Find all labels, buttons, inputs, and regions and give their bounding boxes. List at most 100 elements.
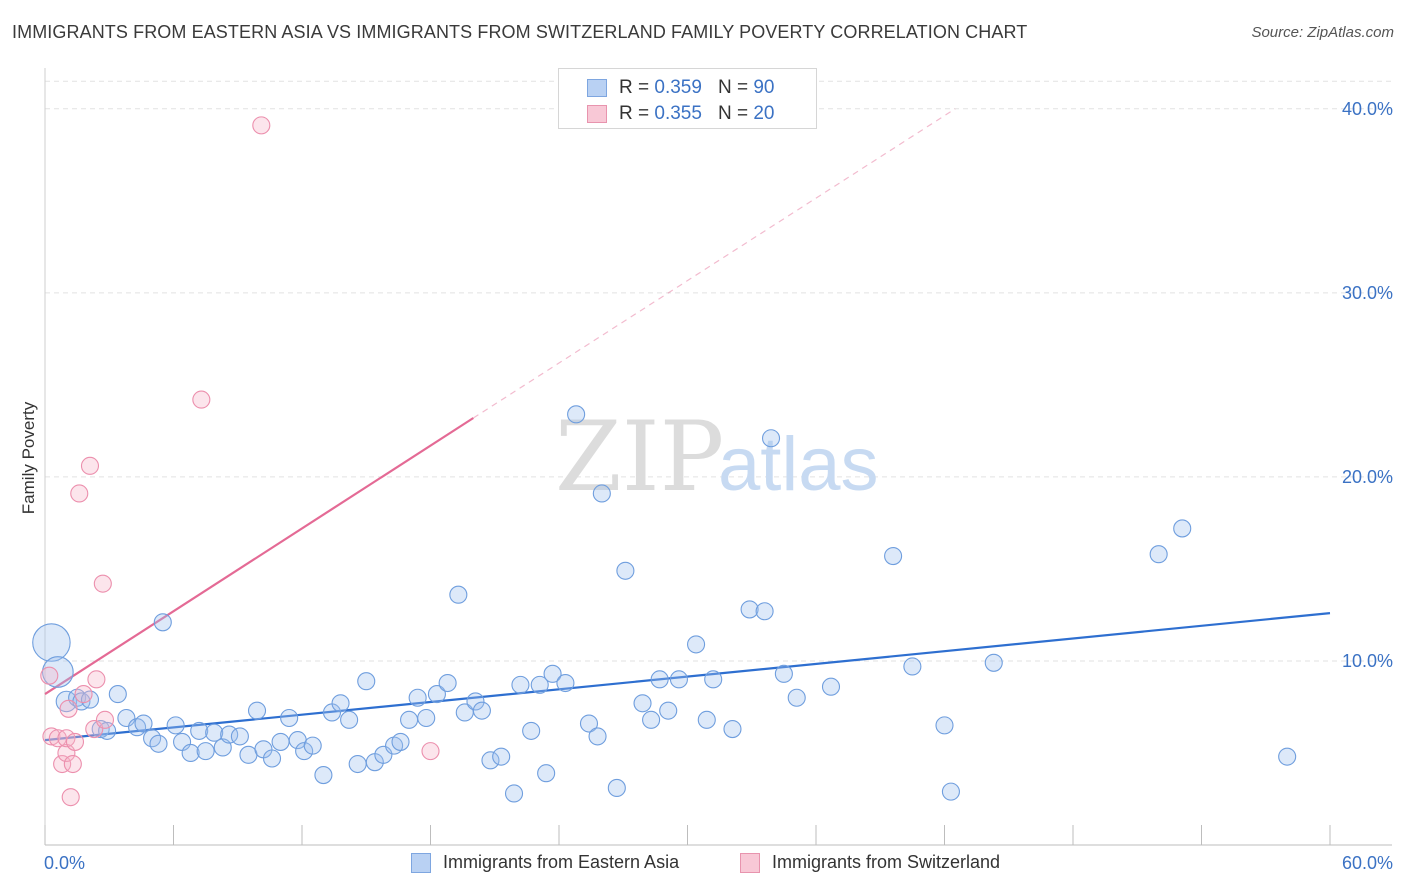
bottom-legend-swatch-pink [740,852,760,873]
legend-row-eastern-asia: R = 0.359 N = 90 [587,76,774,100]
data-point-eastern-asia [522,721,541,740]
data-point-eastern-asia [543,664,562,683]
data-point-eastern-asia [391,732,410,751]
data-point-eastern-asia [149,734,168,753]
data-point-eastern-asia [704,670,723,689]
data-point-eastern-asia [438,673,457,693]
data-point-eastern-asia [903,657,922,676]
legend-n-value: 20 [753,103,775,124]
gridlines [45,80,1392,662]
data-point-eastern-asia [579,714,599,733]
data-point-eastern-asia [633,694,652,713]
data-point-eastern-asia [190,721,209,740]
legend-swatch-blue [587,79,607,97]
x-tick-label-max: 60.0% [1342,853,1393,873]
data-point-eastern-asia [697,710,716,729]
bottom-legend-label: Immigrants from Switzerland [772,852,1001,872]
data-point-switzerland [70,484,89,503]
data-point-eastern-asia [941,782,960,801]
data-point-eastern-asia [567,405,586,424]
data-point-eastern-asia [400,710,419,729]
data-point-eastern-asia [821,677,841,696]
data-point-switzerland [252,116,271,135]
data-point-eastern-asia [650,670,669,689]
data-point-eastern-asia [592,484,611,503]
data-point-eastern-asia [472,701,491,720]
watermark-atlas: atlas [718,422,879,507]
legend-r-value: 0.355 [654,103,702,124]
data-point-eastern-asia [642,710,661,729]
legend: R = 0.359 N = 90 R = 0.355 N = 20 [558,68,817,129]
data-point-eastern-asia [774,664,793,683]
data-point-eastern-asia [247,701,267,720]
x-tick-label-min: 0.0% [44,853,85,873]
data-point-eastern-asia [492,747,511,766]
data-point-switzerland [63,754,82,774]
data-point-eastern-asia [984,653,1003,672]
data-point-eastern-asia [884,546,903,566]
data-point-eastern-asia [417,708,436,728]
legend-n-label: N = [717,103,749,124]
data-point-eastern-asia [504,784,524,803]
data-point-eastern-asia [755,602,774,621]
bottom-legend-switzerland: Immigrants from Switzerland [740,852,1000,873]
data-point-eastern-asia [669,670,688,689]
legend-r-value: 0.359 [654,77,702,98]
data-point-switzerland [53,754,72,774]
data-point-switzerland [40,666,59,685]
data-point-eastern-asia [262,749,282,768]
data-point-eastern-asia [659,701,678,720]
data-point-eastern-asia [449,585,468,604]
data-point-eastern-asia [588,727,607,746]
bottom-legend-eastern-asia: Immigrants from Eastern Asia [411,852,679,873]
data-point-eastern-asia [357,672,376,691]
y-axis-label: Family Poverty [19,401,38,514]
data-point-eastern-asia [108,685,127,704]
data-point-eastern-asia [331,694,350,713]
data-point-eastern-asia [787,688,806,707]
y-tick-label: 20.0% [1342,467,1393,487]
data-point-eastern-asia [303,736,322,755]
data-point-eastern-asia [32,623,71,662]
data-point-eastern-asia [1149,545,1168,564]
data-point-eastern-asia [935,716,954,735]
data-point-switzerland [95,710,115,729]
data-point-eastern-asia [239,745,258,764]
data-point-eastern-asia [55,690,78,713]
data-point-switzerland [80,456,100,475]
data-point-eastern-asia [1173,519,1192,538]
data-point-eastern-asia [427,685,446,704]
y-tick-label: 40.0% [1342,99,1393,119]
data-point-eastern-asia [196,742,215,761]
data-point-eastern-asia [314,766,333,785]
trend-line-switzerland [44,417,474,696]
chart-title: IMMIGRANTS FROM EASTERN ASIA VS IMMIGRAN… [12,22,1028,42]
data-point-eastern-asia [166,716,185,735]
axes [44,68,1392,846]
legend-r-label: R = [619,103,650,124]
data-point-eastern-asia [740,600,759,619]
source-credit: Source: ZipAtlas.com [1251,24,1394,41]
data-point-eastern-asia [530,675,549,694]
data-point-switzerland [61,788,80,807]
data-point-eastern-asia [556,673,575,693]
legend-swatch-pink [587,105,607,123]
legend-row-switzerland: R = 0.355 N = 20 [587,102,774,126]
y-tick-label: 30.0% [1342,283,1393,303]
legend-r-label: R = [619,77,650,98]
data-point-eastern-asia [348,754,367,774]
bottom-legend-swatch-blue [411,852,431,873]
y-tick-label: 10.0% [1342,651,1393,671]
axis-ticks: 10.0% 20.0% 30.0% 40.0% 0.0% 60.0% [44,99,1393,873]
trend-extension-switzerland [473,108,956,419]
data-point-eastern-asia [607,778,626,797]
data-point-eastern-asia [481,751,500,770]
data-point-eastern-asia [181,743,200,763]
data-point-eastern-asia [295,742,314,761]
data-point-eastern-asia [340,710,359,729]
data-point-switzerland [42,727,61,746]
data-point-eastern-asia [230,727,249,746]
data-point-eastern-asia [41,656,74,688]
data-point-eastern-asia [271,732,290,751]
